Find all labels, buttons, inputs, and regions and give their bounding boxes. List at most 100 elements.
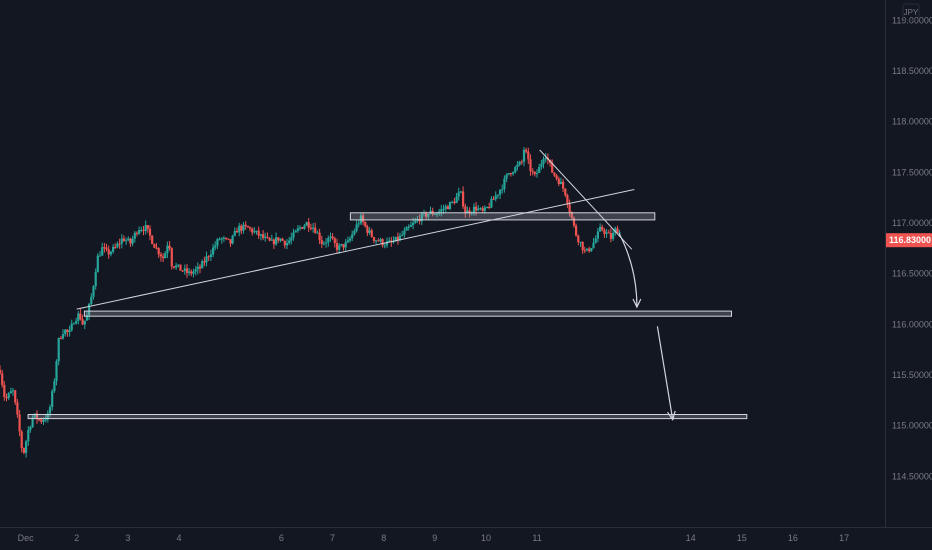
candle-body — [531, 171, 534, 173]
candle-body — [616, 228, 619, 233]
candle-body — [275, 237, 278, 245]
support-zone-rect[interactable] — [349, 212, 656, 221]
candle-body — [38, 419, 41, 421]
candle-body — [114, 246, 117, 248]
candle-body — [425, 212, 428, 217]
candle-body — [405, 227, 408, 231]
candle-body — [48, 407, 52, 414]
candle-body — [496, 194, 499, 196]
candle-body — [153, 244, 156, 248]
candle-body — [383, 245, 386, 247]
candle-body — [262, 234, 265, 238]
candle-body — [477, 208, 480, 211]
candle-body — [22, 448, 25, 453]
candle-body — [609, 233, 612, 239]
candle-body — [381, 239, 384, 246]
candle-body — [522, 149, 526, 162]
candle-body — [401, 234, 404, 236]
candle-body — [5, 397, 8, 399]
candle-body — [462, 191, 465, 207]
price-tick-label: 117.50000 — [892, 167, 932, 177]
candle-body — [338, 245, 341, 250]
candle-body — [90, 296, 93, 304]
candle-body — [599, 226, 602, 232]
candle-body — [79, 313, 82, 320]
candle-body — [238, 225, 241, 233]
candle-body — [170, 248, 173, 267]
candle-body — [398, 235, 402, 241]
candle-body — [570, 212, 573, 218]
candle-body — [192, 271, 195, 274]
candle-body — [538, 166, 541, 173]
candle-body — [529, 159, 532, 172]
candle-body — [499, 189, 502, 195]
candle-body — [448, 202, 452, 209]
candle-body — [481, 208, 484, 211]
candle-body — [46, 413, 49, 420]
candle-body — [253, 231, 256, 233]
scale-mode-button[interactable]: JPY — [902, 3, 920, 21]
projection-arrow[interactable] — [618, 232, 638, 308]
candle-body — [257, 230, 260, 236]
candle-body — [520, 161, 523, 163]
candle-body — [294, 230, 297, 233]
last-price-badge: 116.83000 — [886, 233, 932, 248]
candle-body — [342, 244, 345, 248]
candle-body — [118, 243, 121, 245]
candle-body — [605, 232, 608, 234]
candle-body — [1, 373, 4, 385]
time-tick-label: 14 — [686, 533, 696, 543]
time-tick-label: 16 — [788, 533, 798, 543]
candle-body — [505, 174, 508, 179]
trendline[interactable] — [539, 149, 633, 250]
candle-body — [577, 235, 580, 243]
candle-body — [312, 227, 315, 229]
candle-body — [177, 264, 180, 266]
candle-body — [70, 323, 73, 331]
candle-body — [92, 286, 95, 297]
candle-body — [0, 369, 2, 374]
candle-body — [281, 238, 284, 241]
candle-body — [59, 338, 62, 339]
projection-arrow[interactable] — [656, 326, 674, 420]
time-axis[interactable]: Dec 2 3 4 6 7 8 9 10 11 14 15 16 17 — [18, 533, 850, 543]
trendline[interactable] — [76, 189, 635, 310]
candle-body — [162, 256, 165, 259]
candle-body — [618, 232, 621, 234]
support-zone-rect[interactable] — [83, 310, 732, 317]
time-tick-label: 4 — [176, 533, 181, 543]
time-tick-label: 11 — [532, 533, 541, 543]
candle-body — [427, 214, 430, 217]
candle-body — [53, 381, 56, 392]
candle-body — [451, 201, 454, 203]
candle-body — [27, 429, 30, 442]
candle-body — [138, 230, 141, 234]
candle-body — [25, 441, 28, 453]
price-tick-label: 116.00000 — [892, 319, 932, 329]
candle-body — [298, 227, 302, 229]
candle-body — [327, 238, 330, 243]
candle-body — [140, 229, 143, 231]
drawings-layer[interactable] — [27, 149, 748, 421]
candle-body — [325, 242, 328, 244]
price-tick-label: 116.50000 — [892, 269, 932, 279]
support-zone-rect[interactable] — [27, 414, 748, 420]
candle-body — [112, 246, 115, 252]
candle-body — [488, 207, 491, 208]
candle-body — [29, 427, 32, 430]
candle-body — [309, 227, 312, 229]
candle-body — [512, 172, 515, 174]
candle-body — [127, 238, 130, 241]
candle-body — [412, 222, 415, 226]
candle-body — [96, 255, 99, 273]
candle-body — [464, 206, 467, 214]
candle-body — [142, 229, 145, 231]
time-tick-label: Dec — [18, 533, 35, 543]
time-tick-label: 15 — [737, 533, 747, 543]
candle-body — [155, 247, 158, 249]
candle-body — [392, 241, 395, 243]
candle-body — [201, 261, 204, 269]
candle-body — [101, 247, 104, 256]
